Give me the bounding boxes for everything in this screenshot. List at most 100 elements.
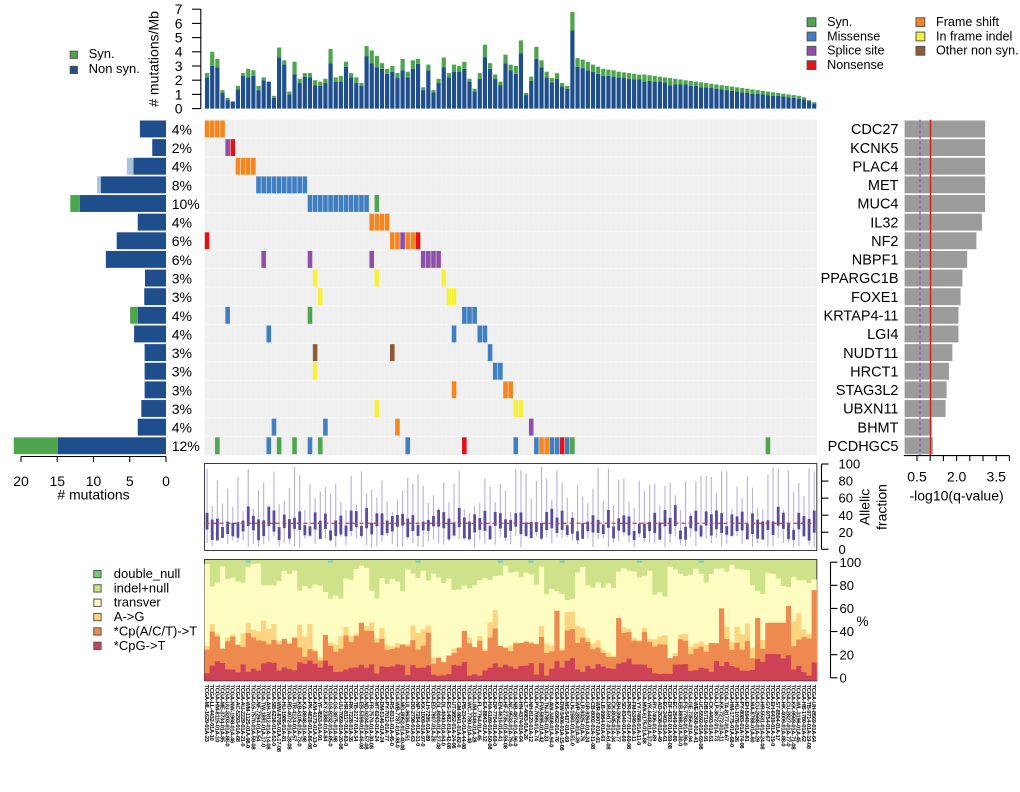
svg-text:TCGA-MA-8788-01A-60: TCGA-MA-8788-01A-60	[748, 685, 754, 743]
svg-text:Missense: Missense	[827, 29, 880, 43]
svg-text:TCGA-ES-1482-01A-42-08: TCGA-ES-1482-01A-42-08	[445, 685, 451, 750]
svg-text:TCGA-PY-8083-01A-74-08: TCGA-PY-8083-01A-74-08	[738, 685, 744, 750]
svg-text:TCGA-UM-3349-01A-28: TCGA-UM-3349-01A-28	[471, 685, 477, 744]
svg-text:TCGA-EC-2549-01A-80: TCGA-EC-2549-01A-80	[671, 685, 677, 742]
svg-text:TCGA-DP-7704-01A-69-0: TCGA-DP-7704-01A-69-0	[491, 685, 497, 747]
svg-text:A->G: A->G	[114, 609, 145, 624]
svg-text:TCGA-CB-8002-01A-11-08: TCGA-CB-8002-01A-11-08	[589, 685, 595, 751]
svg-text:TCGA-DL-4040-01A-64-0: TCGA-DL-4040-01A-64-0	[440, 685, 446, 746]
svg-text:TCGA-KY-2388-01A-84: TCGA-KY-2388-01A-84	[321, 685, 327, 743]
svg-text:TCGA-EH-5940-01A-81: TCGA-EH-5940-01A-81	[743, 685, 749, 743]
svg-text:TCGA-WW-8705-01A-17-08: TCGA-WW-8705-01A-17-08	[275, 685, 281, 753]
svg-text:TCGA-AD-2638-01A-49: TCGA-AD-2638-01A-49	[656, 685, 662, 742]
svg-text:TCGA-YF-4553-01A-91: TCGA-YF-4553-01A-91	[316, 685, 322, 742]
svg-text:TCGA-UC-5592-01A-69-08: TCGA-UC-5592-01A-69-08	[697, 685, 703, 751]
svg-text:2%: 2%	[172, 140, 192, 156]
svg-text:TCGA-TB-2177-01A-34: TCGA-TB-2177-01A-34	[352, 685, 358, 743]
svg-text:NUDT11: NUDT11	[843, 346, 898, 362]
svg-text:TCGA-NH-8123-01A-12: TCGA-NH-8123-01A-12	[527, 685, 533, 742]
svg-text:TCGA-TB-9714-01A-19-08: TCGA-TB-9714-01A-19-08	[805, 685, 811, 750]
svg-text:IL32: IL32	[870, 215, 898, 231]
svg-text:TCGA-FR-7570-01A-30-08: TCGA-FR-7570-01A-30-08	[368, 685, 374, 750]
svg-text:NBPF1: NBPF1	[852, 253, 899, 269]
svg-text:TCGA-KK-1009-01A-97-0: TCGA-KK-1009-01A-97-0	[419, 685, 425, 747]
svg-text:TCGA-HK-4009-01A-88-0: TCGA-HK-4009-01A-88-0	[779, 685, 785, 747]
svg-text:60: 60	[840, 601, 854, 616]
svg-text:TCGA-GR-9264-01A-24: TCGA-GR-9264-01A-24	[584, 685, 590, 744]
svg-text:TCGA-MS-5437-01A-69: TCGA-MS-5437-01A-69	[563, 685, 569, 743]
svg-text:*Cp(A/C/T)->T: *Cp(A/C/T)->T	[114, 623, 197, 638]
svg-text:80: 80	[839, 474, 853, 489]
svg-text:TCGA-BH-3964-01A-77: TCGA-BH-3964-01A-77	[615, 685, 621, 742]
svg-text:TCGA-YY-7488-01A-11-0: TCGA-YY-7488-01A-11-0	[635, 685, 641, 746]
svg-text:40: 40	[840, 624, 854, 639]
svg-text:PPARGC1B: PPARGC1B	[821, 271, 899, 287]
svg-text:TCGA-AC-5293-01A-68: TCGA-AC-5293-01A-68	[234, 685, 240, 743]
svg-text:Syn.: Syn.	[827, 15, 852, 29]
svg-text:2: 2	[175, 72, 183, 88]
svg-text:NF2: NF2	[871, 234, 898, 250]
svg-text:TCGA-WL-3196-01A-45: TCGA-WL-3196-01A-45	[795, 685, 801, 744]
svg-text:TCGA-ED-7807-01A-28: TCGA-ED-7807-01A-28	[429, 685, 435, 743]
svg-text:TCGA-HF-2735-01A-59-08: TCGA-HF-2735-01A-59-08	[501, 685, 507, 750]
svg-text:TCGA-GS-7570-01A-59-08: TCGA-GS-7570-01A-59-08	[249, 685, 255, 751]
svg-text:80: 80	[840, 578, 854, 593]
svg-text:TCGA-FL-7764-01A-45: TCGA-FL-7764-01A-45	[476, 685, 482, 742]
svg-text:TCGA-DD-2798-01A-63: TCGA-DD-2798-01A-63	[409, 685, 415, 742]
svg-text:TCGA-LL-4432-01A-10: TCGA-LL-4432-01A-10	[208, 685, 214, 741]
svg-text:TCGA-NB-4874-01A-96-0: TCGA-NB-4874-01A-96-0	[512, 685, 518, 747]
svg-text:TCGA-CK-8045-01A-34: TCGA-CK-8045-01A-34	[609, 685, 615, 743]
svg-text:TCGA-ML-1629-01A-23: TCGA-ML-1629-01A-23	[203, 685, 209, 742]
svg-text:TCGA-TA-8177-01A-67: TCGA-TA-8177-01A-67	[723, 685, 729, 741]
svg-text:3.5: 3.5	[986, 469, 1006, 485]
svg-text:7: 7	[175, 1, 183, 17]
svg-text:TCGA-NW-1968-01A-46: TCGA-NW-1968-01A-46	[229, 685, 235, 743]
svg-text:10: 10	[86, 473, 102, 489]
svg-text:6%: 6%	[172, 252, 192, 268]
svg-text:TCGA-UU-3203-01A-88-0: TCGA-UU-3203-01A-88-0	[224, 685, 230, 747]
svg-text:TCGA-CU-2827-01A-77-0: TCGA-CU-2827-01A-77-0	[784, 685, 790, 747]
svg-text:TCGA-UU-7059-01A-20-08: TCGA-UU-7059-01A-20-08	[337, 685, 343, 751]
svg-text:4%: 4%	[172, 308, 192, 324]
svg-text:TCGA-DB-5719-01A-91: TCGA-DB-5719-01A-91	[702, 685, 708, 743]
svg-text:TCGA-FM-5349-01A-11: TCGA-FM-5349-01A-11	[630, 685, 636, 743]
svg-text:*CpG->T: *CpG->T	[114, 638, 166, 653]
svg-text:TCGA-EH-6439-01A-19-0: TCGA-EH-6439-01A-19-0	[769, 685, 775, 747]
svg-text:KRTAP4-11: KRTAP4-11	[824, 308, 899, 324]
svg-text:UBXN11: UBXN11	[843, 402, 898, 418]
svg-text:5: 5	[126, 473, 134, 489]
svg-text:TCGA-GS-3875-01A-98: TCGA-GS-3875-01A-98	[332, 685, 338, 743]
svg-text:TCGA-UT-3852-01A-24-08: TCGA-UT-3852-01A-24-08	[450, 685, 456, 750]
svg-text:4%: 4%	[172, 420, 192, 436]
svg-text:TCGA-PB-2343-01A-44-08: TCGA-PB-2343-01A-44-08	[460, 685, 466, 751]
svg-text:40: 40	[839, 508, 853, 523]
svg-text:TCGA-EA-8843-01A-12: TCGA-EA-8843-01A-12	[481, 685, 487, 742]
svg-text:TCGA-ME-3734-01A-85: TCGA-ME-3734-01A-85	[218, 685, 224, 744]
svg-text:# mutations: # mutations	[57, 487, 129, 503]
svg-text:6%: 6%	[172, 233, 192, 249]
svg-text:TCGA-DW-5406-01A-15-08: TCGA-DW-5406-01A-15-08	[558, 685, 564, 752]
svg-text:TCGA-UL-9636-01A-51: TCGA-UL-9636-01A-51	[404, 685, 410, 743]
svg-text:15: 15	[49, 473, 65, 489]
svg-text:TCGA-HU-1078-01A-26: TCGA-HU-1078-01A-26	[733, 685, 739, 742]
svg-text:Other non syn.: Other non syn.	[936, 44, 1019, 58]
svg-text:TCGA-SD-8340-01A-69: TCGA-SD-8340-01A-69	[620, 685, 626, 742]
svg-text:6: 6	[175, 15, 183, 31]
svg-text:TCGA-KA-8848-01A-98: TCGA-KA-8848-01A-98	[301, 685, 307, 743]
svg-text:4%: 4%	[172, 326, 192, 342]
svg-text:TCGA-TW-1891-01A-17-0: TCGA-TW-1891-01A-17-0	[260, 685, 266, 747]
svg-text:TCGA-HB-1780-01A-62: TCGA-HB-1780-01A-62	[800, 685, 806, 742]
svg-text:TCGA-WC-7780-01A-48: TCGA-WC-7780-01A-48	[465, 685, 471, 745]
svg-text:0: 0	[175, 101, 183, 117]
svg-text:TCGA-LP-3672-01A-73: TCGA-LP-3672-01A-73	[712, 685, 718, 741]
svg-text:TCGA-RD-4072-01A-28-08: TCGA-RD-4072-01A-28-08	[285, 685, 291, 751]
svg-text:3: 3	[175, 58, 183, 74]
svg-text:4: 4	[175, 44, 183, 60]
svg-text:TCGA-KB-6105-01A-73-0: TCGA-KB-6105-01A-73-0	[296, 685, 302, 747]
svg-text:3%: 3%	[172, 271, 192, 287]
svg-text:-log10(q-value): -log10(q-value)	[910, 488, 1004, 504]
svg-text:8%: 8%	[172, 177, 192, 193]
svg-text:Non syn.: Non syn.	[89, 61, 140, 76]
svg-text:double_null: double_null	[114, 566, 181, 581]
svg-text:TCGA-KK-7272-01A-11: TCGA-KK-7272-01A-11	[718, 685, 724, 743]
